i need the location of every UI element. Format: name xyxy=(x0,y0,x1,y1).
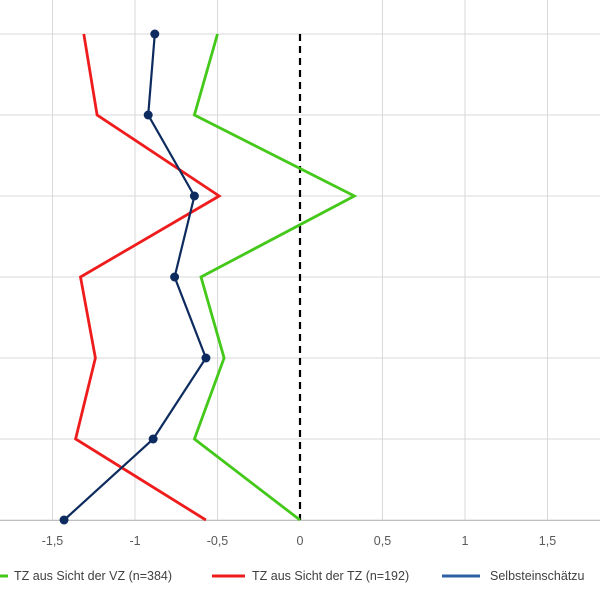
legend-item-2: TZ aus Sicht der TZ (n=192) xyxy=(212,569,409,583)
x-tick-label: -1 xyxy=(129,534,140,548)
x-tick-label: -0,5 xyxy=(207,534,229,548)
series-line-2 xyxy=(73,33,222,522)
series-3-point xyxy=(150,29,160,39)
x-tick-label: -1,5 xyxy=(42,534,64,548)
series-layer xyxy=(59,29,358,525)
legend-item-1: TZ aus Sicht der VZ (n=384) xyxy=(0,569,172,583)
legend-label: TZ aus Sicht der VZ (n=384) xyxy=(14,569,172,583)
x-tick-label: 1,5 xyxy=(539,534,556,548)
legend-item-3: Selbsteinschätzu xyxy=(442,569,585,583)
legend-label: TZ aus Sicht der TZ (n=192) xyxy=(252,569,409,583)
series-3-point xyxy=(143,110,153,120)
legend: TZ aus Sicht der VZ (n=384) TZ aus Sicht … xyxy=(0,569,585,583)
series-3-point xyxy=(59,515,69,525)
vertical-gridlines xyxy=(52,0,548,520)
x-tick-label: 1 xyxy=(462,534,469,548)
series-3-point xyxy=(148,434,158,444)
series-3-point xyxy=(189,191,199,201)
legend-label: Selbsteinschätzu xyxy=(490,569,585,583)
x-axis-tick-labels: -1,5 -1 -0,5 0 0,5 1 1,5 xyxy=(42,534,557,548)
series-3-point xyxy=(170,272,180,282)
series-line-1 xyxy=(192,33,358,522)
x-tick-label: 0,5 xyxy=(374,534,391,548)
series-3-point xyxy=(201,353,211,363)
x-tick-label: 0 xyxy=(297,534,304,548)
